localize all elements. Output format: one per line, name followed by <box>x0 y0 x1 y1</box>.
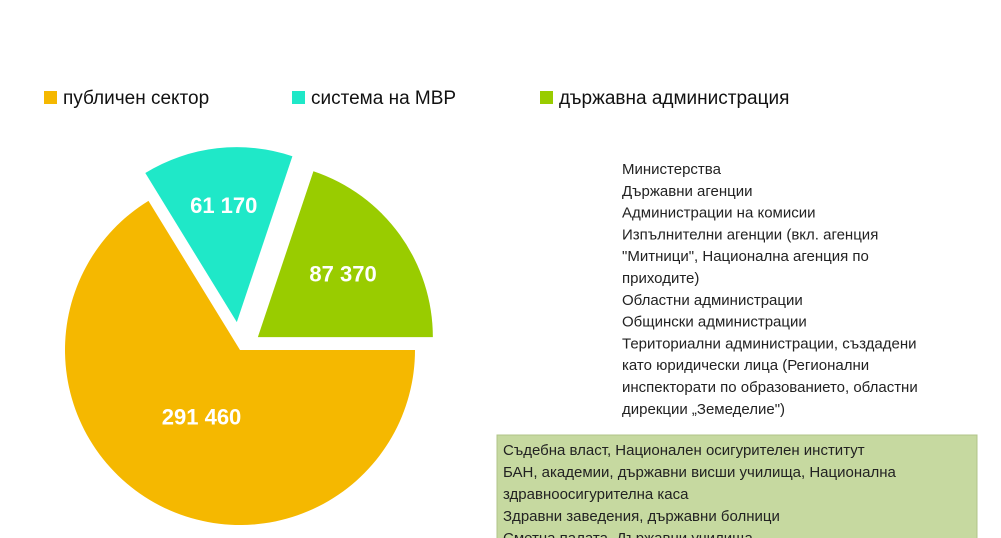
data-label: 291 460 <box>162 405 242 430</box>
box-line: Здравни заведения, държавни болници <box>503 508 780 525</box>
list-line: инспекторати по образованието, областни <box>622 379 918 396</box>
list-line: "Митници", Национална агенция по <box>622 248 869 265</box>
box-line: Съдебна власт, Национален осигурителен и… <box>503 442 865 459</box>
list-line: Администрации на комисии <box>622 205 816 222</box>
list-line: Министерства <box>622 161 722 178</box>
list-line: Изпълнителни агенции (вкл. агенция <box>622 226 878 243</box>
list-line: Областни администрации <box>622 292 803 309</box>
legend-swatch <box>44 91 57 104</box>
list-line: дирекции „Земеделие") <box>622 401 785 418</box>
data-label: 87 370 <box>309 262 376 287</box>
list-line: Държавни агенции <box>622 183 753 200</box>
data-label: 61 170 <box>190 193 257 218</box>
box-line: здравноосигурителна каса <box>503 486 689 503</box>
legend-label: публичен сектор <box>63 88 209 109</box>
legend-label: държавна администрация <box>559 88 789 109</box>
list-line: Териториални администрации, създадени <box>622 335 917 352</box>
public-sector-box <box>496 434 978 538</box>
pie-slice <box>257 171 433 338</box>
box-line: БАН, академии, държавни висши училища, Н… <box>503 464 896 481</box>
list-line: Общински администрации <box>622 314 807 331</box>
pie-slice <box>64 200 415 525</box>
legend-swatch <box>292 91 305 104</box>
list-line: като юридически лица (Регионални <box>622 357 869 374</box>
legend-label: система на МВР <box>311 88 456 109</box>
pie-slice <box>145 147 293 323</box>
box-line: Сметна палата, Държавни училища <box>503 530 753 538</box>
list-line: приходите) <box>622 270 699 287</box>
legend-swatch <box>540 91 553 104</box>
